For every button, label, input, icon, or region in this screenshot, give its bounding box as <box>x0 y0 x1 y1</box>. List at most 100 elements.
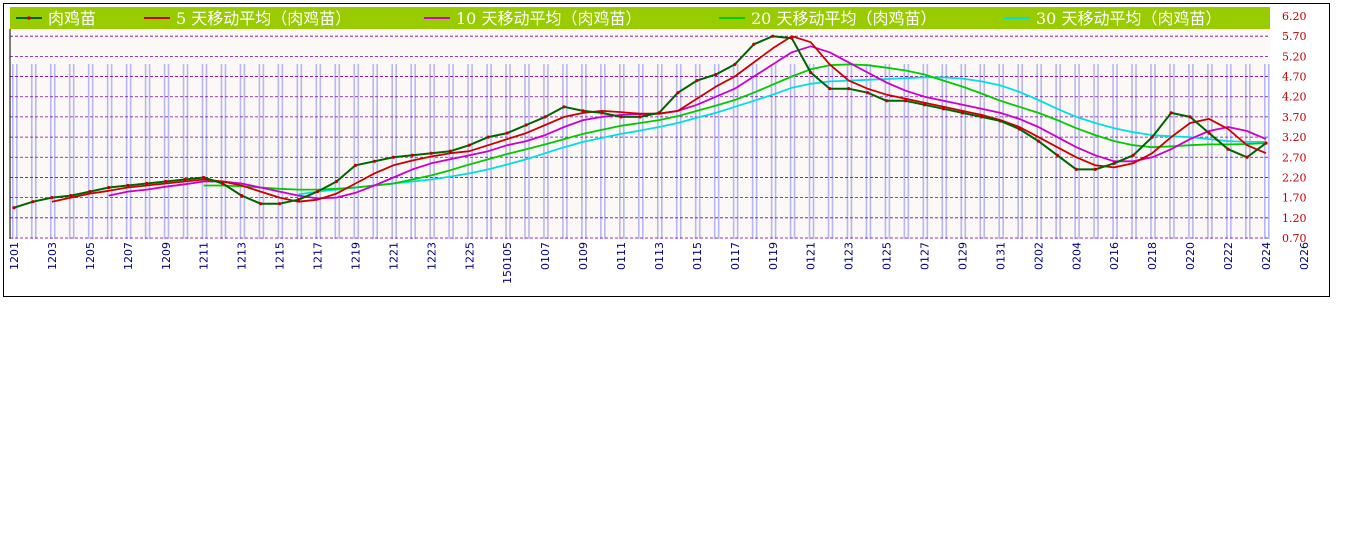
volume-bar <box>675 64 678 239</box>
volume-bar <box>16 64 18 239</box>
data-point <box>828 87 832 91</box>
y-tick-label: 5.70 <box>1282 30 1307 43</box>
x-tick-label: 1203 <box>46 242 59 270</box>
y-tick-label: 0.70 <box>1282 232 1307 245</box>
x-tick-label: 0226 <box>1298 242 1311 270</box>
x-tick-label: 1219 <box>349 242 362 270</box>
volume-bar <box>751 64 754 239</box>
x-tick-label: 0131 <box>994 242 1007 270</box>
volume-bar <box>713 64 716 239</box>
x-tick-label: 1209 <box>160 242 173 270</box>
data-point <box>277 202 282 206</box>
volume-bar <box>220 64 223 239</box>
volume-bar <box>505 64 507 239</box>
volume-bar <box>524 64 526 239</box>
data-point <box>372 159 377 163</box>
volume-bar <box>49 64 52 239</box>
volume-bar <box>68 64 71 239</box>
data-point <box>960 111 965 115</box>
volume-bar <box>1211 64 1213 239</box>
volume-bar <box>884 64 887 239</box>
volume-bar <box>808 64 811 239</box>
volume-bar <box>1245 64 1247 239</box>
data-point <box>296 198 301 202</box>
legend-label: 10 天移动平均（肉鸡苗） <box>456 9 641 28</box>
plot-background <box>10 29 1270 239</box>
volume-bar <box>604 64 606 239</box>
volume-bar <box>638 64 640 239</box>
data-point <box>429 151 433 155</box>
data-point <box>1036 139 1040 143</box>
data-point <box>1169 111 1173 115</box>
y-tick-labels: 6.20 5.70 5.20 4.70 4.20 3.70 3.20 2.70 2.20 1.70… <box>1282 10 1307 245</box>
data-point <box>998 119 1003 123</box>
data-point <box>410 153 414 157</box>
data-point <box>1131 153 1135 157</box>
volume-bar <box>148 64 151 239</box>
volume-bar <box>262 64 265 239</box>
volume-bar <box>296 64 299 239</box>
x-tick-label: 1205 <box>84 242 97 270</box>
volume-bar <box>1131 64 1133 239</box>
data-point <box>885 99 889 103</box>
volume-bar <box>1112 64 1114 239</box>
data-point <box>107 185 111 190</box>
data-point <box>145 181 149 186</box>
volume-bar <box>827 64 830 239</box>
volume-bar <box>619 64 621 239</box>
series-line <box>203 63 1267 191</box>
legend-marker <box>27 16 31 20</box>
data-point <box>922 103 927 107</box>
data-point <box>1093 167 1097 171</box>
data-point <box>638 115 642 119</box>
data-point <box>1207 131 1211 135</box>
x-tick-label: 1215 <box>274 242 287 270</box>
data-point <box>183 177 187 182</box>
data-point <box>88 189 92 194</box>
volume-bar <box>774 64 777 239</box>
volume-bar <box>1264 64 1266 239</box>
volume-bar <box>1230 64 1232 239</box>
volume-bar <box>300 64 303 239</box>
volume-bar <box>277 64 280 239</box>
y-tick-label: 2.20 <box>1282 171 1307 184</box>
volume-bar <box>623 64 625 239</box>
x-tick-label: 1223 <box>425 242 438 270</box>
data-point <box>486 135 490 139</box>
x-tick-label: 0119 <box>767 242 780 270</box>
data-point <box>847 87 851 91</box>
data-point <box>979 115 984 119</box>
volume-bar <box>869 64 872 239</box>
volume-bars <box>12 64 1270 239</box>
data-point <box>50 196 54 200</box>
volume-bar <box>315 64 318 239</box>
series-lines <box>12 34 1268 210</box>
y-tick-label: 3.70 <box>1282 111 1307 124</box>
volume-bar <box>1074 64 1076 239</box>
data-point <box>714 72 718 77</box>
volume-bar <box>694 64 697 239</box>
volume-bar <box>755 64 758 239</box>
volume-bar <box>281 64 284 239</box>
chart-frame: 6.20 5.70 5.20 4.70 4.20 3.70 3.20 2.70 2.20 1.70… <box>3 3 1330 297</box>
volume-bar <box>926 64 929 239</box>
data-point <box>12 206 16 210</box>
volume-bar <box>395 64 397 239</box>
x-tick-label: 0109 <box>577 242 590 270</box>
legend-label: 5 天移动平均（肉鸡苗） <box>176 9 351 28</box>
volume-bar <box>334 64 337 239</box>
volume-bar <box>1017 64 1019 239</box>
volume-bar <box>338 64 341 239</box>
volume-bar <box>106 64 109 239</box>
y-tick-label: 5.20 <box>1282 50 1307 63</box>
data-point <box>657 111 661 115</box>
volume-bar <box>1002 64 1005 239</box>
volume-bar <box>562 64 564 239</box>
volume-bar <box>91 64 94 239</box>
y-tick-label: 1.70 <box>1282 192 1307 205</box>
data-point <box>790 36 794 40</box>
volume-bar <box>129 64 132 239</box>
x-tick-label: 0127 <box>919 242 932 270</box>
data-point <box>1264 141 1268 145</box>
volume-bar <box>656 64 659 239</box>
